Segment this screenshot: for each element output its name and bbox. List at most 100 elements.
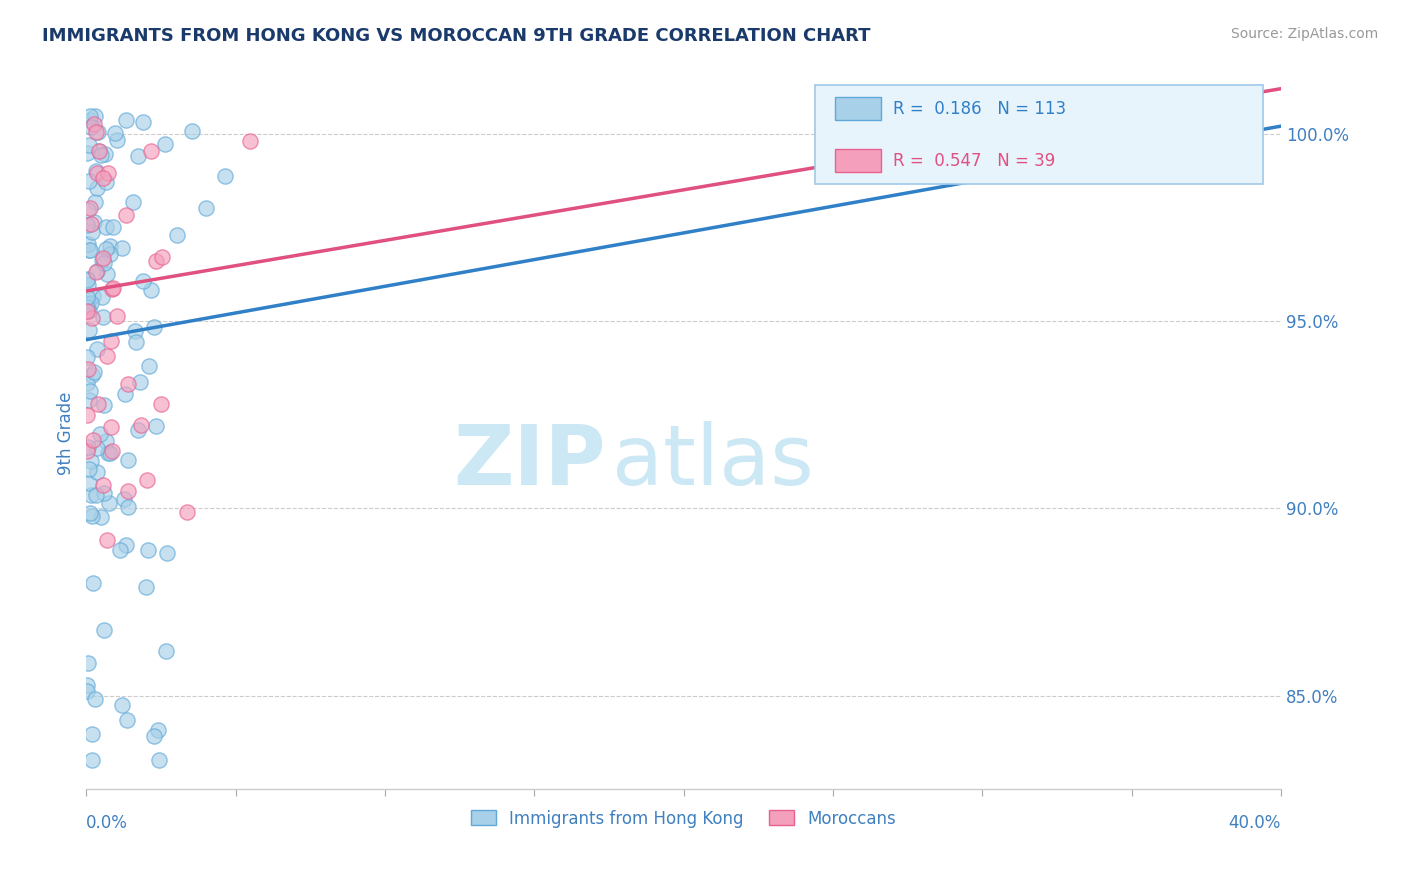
Point (76, 376, 98, 390)
Point (94, 243, 117, 257)
Point (181, 123, 204, 137)
Point (146, 723, 169, 737)
Point (79, 506, 101, 520)
Text: atlas: atlas (612, 421, 814, 502)
Point (76, 290, 98, 304)
Point (91, 310, 114, 324)
Point (239, 134, 262, 148)
Point (136, 474, 159, 488)
Point (77, 304, 100, 318)
Point (96, 349, 118, 363)
Point (83, 117, 105, 131)
Point (98, 496, 121, 510)
Text: Source: ZipAtlas.com: Source: ZipAtlas.com (1230, 27, 1378, 41)
Point (93, 147, 115, 161)
Point (84, 692, 107, 706)
Point (101, 281, 124, 295)
Point (91, 478, 114, 492)
Point (125, 335, 148, 350)
Point (153, 137, 176, 152)
Point (127, 423, 149, 437)
Point (101, 444, 124, 458)
Point (89, 426, 111, 441)
Point (86, 125, 108, 139)
Point (79, 113, 101, 128)
Point (77, 392, 100, 407)
Point (91, 171, 114, 186)
Point (80, 488, 103, 502)
Point (93, 256, 115, 270)
Point (77, 236, 100, 251)
Point (96, 220, 118, 235)
Point (77, 243, 100, 257)
Point (79, 202, 101, 216)
Point (80, 753, 103, 767)
Point (79, 120, 101, 135)
Point (76, 444, 98, 458)
Point (98, 247, 121, 261)
Point (76, 361, 98, 376)
Point (101, 282, 124, 296)
Point (100, 420, 122, 434)
Text: R =  0.186   N = 113: R = 0.186 N = 113 (893, 100, 1066, 118)
FancyBboxPatch shape (815, 85, 1263, 185)
Point (135, 580, 157, 594)
Point (76, 272, 98, 286)
Point (87, 145, 110, 159)
Point (80, 509, 103, 524)
Point (80, 310, 103, 325)
Point (94, 175, 117, 189)
Point (136, 542, 159, 557)
Point (141, 144, 163, 158)
Point (100, 334, 122, 349)
Point (114, 208, 136, 222)
Point (80, 217, 103, 231)
Point (90, 290, 112, 304)
Point (86, 125, 108, 139)
Point (87, 397, 110, 411)
Point (80, 295, 103, 310)
Point (156, 546, 179, 560)
Point (76, 678, 98, 692)
Point (76, 300, 98, 314)
Point (214, 169, 236, 183)
Point (76, 145, 98, 160)
Point (96, 267, 118, 281)
Point (104, 126, 127, 140)
Point (93, 486, 115, 500)
Point (90, 510, 112, 524)
Point (76, 272, 98, 286)
Point (90, 148, 112, 162)
Point (89, 144, 111, 158)
Point (132, 274, 155, 288)
Point (86, 264, 108, 278)
Point (124, 324, 146, 338)
Point (114, 113, 136, 128)
Point (132, 115, 155, 129)
Point (83, 215, 105, 229)
Point (80, 225, 103, 239)
Point (97, 446, 120, 460)
Point (138, 359, 160, 373)
Point (79, 109, 101, 123)
Point (176, 505, 198, 519)
Point (111, 241, 134, 255)
Point (86, 343, 108, 357)
Point (91, 252, 114, 266)
Text: ZIP: ZIP (454, 421, 606, 502)
Point (105, 132, 128, 146)
Point (129, 376, 152, 390)
Point (76, 684, 98, 698)
Point (98, 239, 121, 253)
Point (79, 453, 101, 467)
Point (76, 203, 98, 218)
Point (91, 252, 114, 267)
Bar (835, 149, 880, 172)
Point (77, 656, 100, 670)
Point (77, 462, 100, 476)
Point (86, 441, 108, 455)
Point (145, 419, 167, 434)
Point (77, 440, 100, 454)
Bar (835, 97, 880, 120)
Point (94, 434, 117, 448)
